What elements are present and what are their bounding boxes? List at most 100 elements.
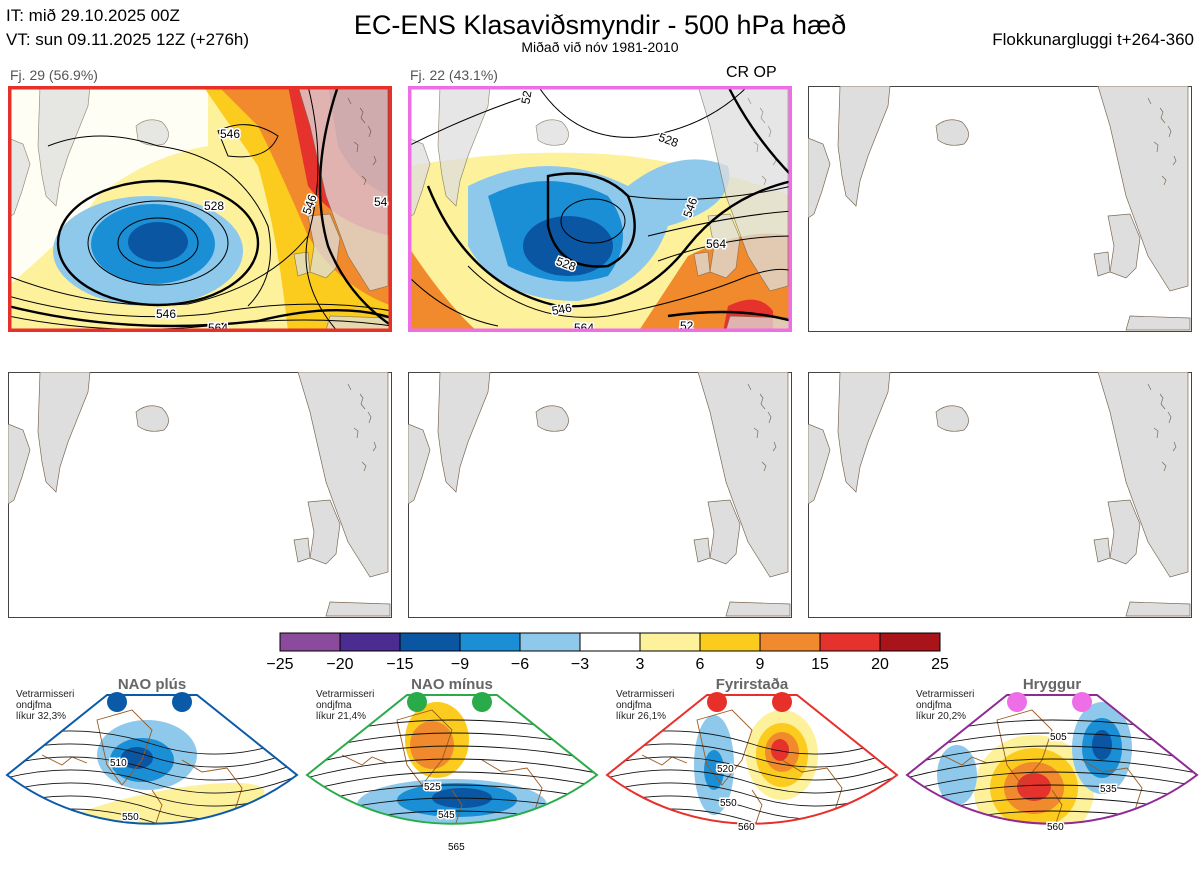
contour-label: 510: [110, 758, 127, 769]
height-contour: [307, 823, 597, 824]
colorbar-tick-label: 15: [811, 656, 829, 673]
height-contour: [307, 771, 597, 793]
colorbar-tick-label: 6: [695, 656, 705, 673]
colorbar-segment: [279, 632, 341, 652]
contour-label: 520: [717, 764, 734, 775]
empty-map-panel: [808, 86, 1192, 332]
regime-info-line: líkur 26,1%: [616, 711, 667, 722]
page-title: EC-ENS Klasaviðsmyndir - 500 hPa hæð: [353, 10, 847, 40]
contour-label: 54: [374, 195, 388, 209]
contour-label: 546: [156, 307, 176, 321]
cluster-1-label: Fj. 29 (56.9%): [10, 67, 98, 83]
contour-label: 550: [122, 812, 139, 823]
colorbar-tick-label: 3: [635, 656, 645, 673]
colorbar-tick-label: −9: [450, 656, 470, 673]
anomaly-blob: [39, 782, 265, 824]
valid-time: VT: sun 09.11.2025 12Z (+276h): [6, 30, 250, 49]
cr-op-label: CR OP: [726, 64, 777, 81]
colorbar-segment: [879, 632, 941, 652]
height-contour: [307, 758, 597, 780]
cluster-2-label: Fj. 22 (43.1%): [410, 67, 498, 83]
cluster-1-map: 546 528 546 54 546 564: [8, 86, 392, 332]
contour-label: 564: [706, 237, 726, 251]
colorbar-segment: [699, 632, 761, 652]
contour-label: 535: [1100, 784, 1117, 795]
contour-label: 560: [1047, 822, 1064, 833]
colorbar-segment: [459, 632, 521, 652]
colorbar-segment: [759, 632, 821, 652]
coastline: [641, 709, 853, 824]
regime-marker-dot: [1072, 692, 1092, 712]
regime-info-line: ondjfma: [316, 700, 352, 711]
colorbar-tick-label: 25: [931, 656, 949, 673]
anomaly-blob: [1013, 851, 1047, 863]
regime-info: Vetrarmisseri ondjfma líkur 26,1%: [616, 689, 674, 722]
empty-map-panel: [408, 372, 792, 618]
regime-frame: [5, 694, 299, 825]
regime-marker-dot: [407, 692, 427, 712]
colorbar-segment: [339, 632, 401, 652]
contour-label: 525: [424, 782, 441, 793]
regime-name: Fyrirstaða: [715, 676, 789, 693]
contour-label: 560: [738, 822, 755, 833]
height-contour: [7, 821, 297, 824]
height-contour: [607, 769, 897, 794]
colorbar-tick-label: −6: [510, 656, 530, 673]
regime-marker-dot: [172, 692, 192, 712]
contour-label: 546: [220, 127, 240, 141]
height-contour: [907, 771, 1197, 793]
cluster-1-border: [8, 86, 392, 332]
empty-map-panel: [8, 372, 392, 618]
anomaly-blob: [1017, 773, 1051, 801]
regime-info-line: ondjfma: [16, 700, 52, 711]
anomaly-blob: [937, 745, 977, 805]
regime-marker-dot: [1007, 692, 1027, 712]
contour-label: 565: [448, 842, 465, 853]
height-contour: [7, 743, 297, 768]
regime-info-line: ondjfma: [916, 700, 952, 711]
init-time: IT: mið 29.10.2025 00Z: [6, 6, 180, 25]
height-contour: [907, 745, 1197, 767]
colorbar: [279, 632, 941, 652]
regime-name: NAO mínus: [411, 676, 493, 693]
colorbar-segment: [579, 632, 641, 652]
coastline: [941, 709, 1153, 824]
regime-frame: [305, 694, 599, 825]
height-contour: [607, 756, 897, 781]
contour-label: 505: [1050, 732, 1067, 743]
height-contour: [2, 835, 302, 858]
height-contour: [602, 835, 902, 858]
colorbar-tick-label: 20: [871, 656, 889, 673]
contour-label: 546: [551, 301, 573, 318]
regime-info-line: líkur 20,2%: [916, 711, 967, 722]
regime-info-line: líkur 32,3%: [16, 711, 67, 722]
height-contour: [7, 756, 297, 781]
colorbar-tick-label: −15: [386, 656, 414, 673]
colorbar-tick-label: −3: [570, 656, 590, 673]
height-contour: [907, 784, 1197, 806]
regime-info: Vetrarmisseri ondjfma líkur 21,4%: [316, 689, 374, 722]
height-contour: [607, 743, 897, 768]
colorbar-tick-label: 9: [755, 656, 765, 673]
regime-info: Vetrarmisseri ondjfma líkur 32,3%: [16, 689, 74, 722]
regime-info-line: ondjfma: [616, 700, 652, 711]
classification-window: Flokkunargluggi t+264-360: [992, 30, 1194, 49]
regime-map: 510 550: [2, 694, 302, 858]
regime-marker-dot: [707, 692, 727, 712]
regime-frame: [605, 694, 899, 825]
contour-label: 550: [720, 798, 737, 809]
colorbar-tick-label: −20: [326, 656, 354, 673]
coastline: [41, 709, 253, 824]
regime-frame: [905, 694, 1199, 825]
cluster-2-map: 528 546 528 564 546 564 52 52: [408, 86, 792, 332]
contour-label: 528: [554, 254, 578, 274]
colorbar-segment: [519, 632, 581, 652]
regime-map: 505 535 560: [905, 694, 1199, 863]
regime-marker-dot: [772, 692, 792, 712]
regime-name: NAO plús: [117, 676, 187, 693]
colorbar-segment: [639, 632, 701, 652]
contour-label: 545: [438, 810, 455, 821]
anomaly-blob: [771, 739, 789, 761]
height-contour: [7, 769, 297, 794]
contour-label: 52: [518, 89, 534, 105]
